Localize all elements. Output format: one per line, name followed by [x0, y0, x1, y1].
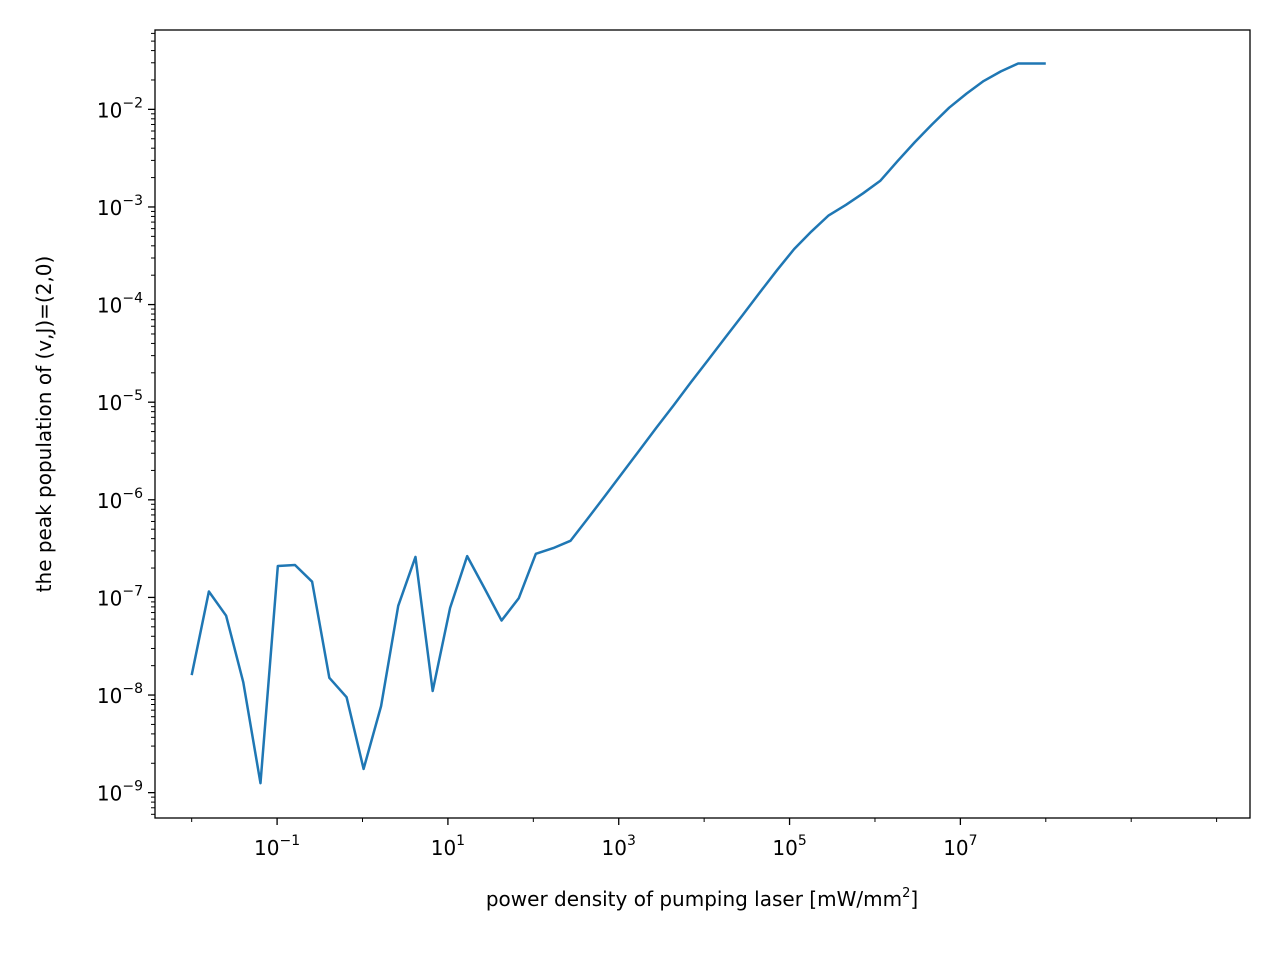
y-tick-label: 10−7	[97, 583, 143, 610]
y-tick-label: 10−9	[97, 779, 143, 806]
x-tick-label: 105	[772, 833, 806, 860]
ticks-layer: 10−1 101 103 105 107 10−9 10−8 10−7 10−6 10−5 10−4…	[97, 32, 1218, 860]
x-axis-label-main: power density of pumping laser [mW/mm	[486, 887, 902, 911]
y-tick-label: 10−8	[97, 681, 143, 708]
y-tick-label: 10−6	[97, 486, 143, 513]
y-axis-label: the peak population of (v,J)=(2,0)	[32, 256, 56, 593]
y-tick-label: 10−3	[97, 193, 143, 220]
plot-frame	[154, 29, 1251, 819]
x-axis-label-end: ]	[910, 887, 918, 911]
x-tick-label: 103	[602, 833, 636, 860]
x-axis-label: power density of pumping laser [mW/mm2]	[486, 886, 918, 911]
x-tick-label: 10−1	[254, 833, 300, 860]
y-tick-label: 10−4	[97, 291, 143, 318]
series-line	[190, 62, 1046, 785]
x-axis-label-sup: 2	[902, 886, 910, 901]
y-tick-label: 10−5	[97, 388, 143, 415]
x-tick-label: 107	[943, 833, 977, 860]
x-tick-label: 101	[431, 833, 465, 860]
y-tick-label: 10−2	[97, 95, 143, 122]
